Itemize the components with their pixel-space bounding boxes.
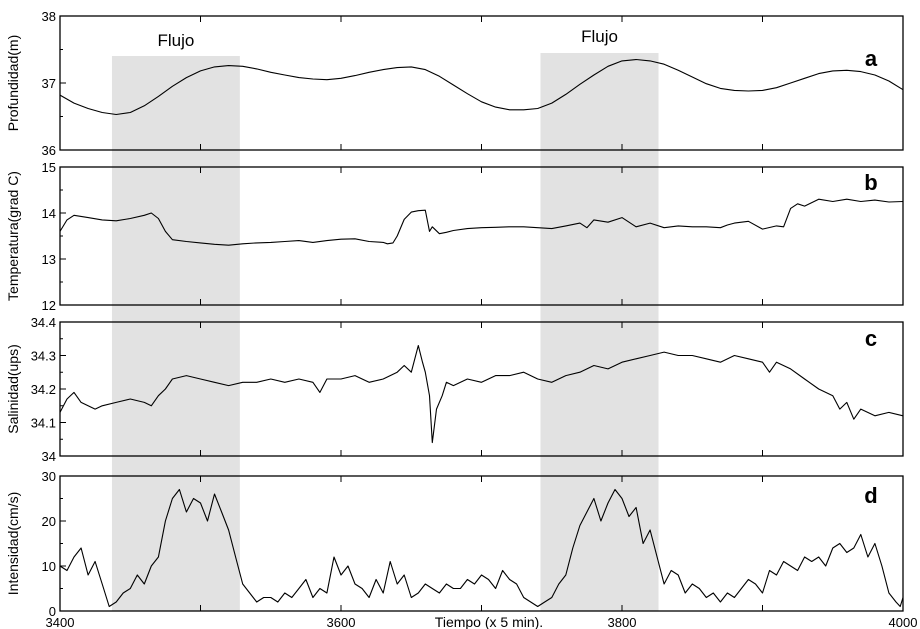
y-tick-label: 0 [49,604,56,619]
y-tick-label: 34.1 [31,416,56,431]
y-tick-label: 12 [42,298,56,313]
series-line [59,488,904,608]
y-axis-title: Profundidad(m) [5,35,21,132]
flujo-band [540,53,659,611]
panel-letter: b [864,170,877,195]
x-tick-label: 3400 [46,615,75,629]
y-tick-label: 34.2 [31,382,56,397]
series-line [59,344,904,444]
panel-d: 0 10 20 30 Intensidad(cm/s) d [5,469,904,619]
flujo-band-label: Flujo [157,31,194,50]
panel-letter: d [864,483,877,508]
x-tick-label: 4000 [889,615,918,629]
x-tick-label: 3800 [608,615,637,629]
panel-c: 34 34.1 34.2 34.3 34.4 Salinidad(ups) c [5,315,904,464]
y-tick-label: 30 [42,469,56,484]
panel-letter: c [865,326,877,351]
y-tick-label: 14 [42,206,56,221]
shaded-bands: Flujo Flujo [111,27,659,611]
y-tick-label: 34.3 [31,349,56,364]
x-axis: 3400 3600 3800 4000 [46,615,918,629]
panel-b: 12 13 14 15 Temperatura(grad C) b [5,160,904,313]
panels: 36 37 38 Profundidad(m) a 12 13 14 15 Temperatura… [5,9,904,619]
y-axis-title: Intensidad(cm/s) [5,492,21,595]
series-line [59,198,904,246]
y-tick-label: 34.4 [31,315,56,330]
y-axis-title: Salinidad(ups) [5,344,21,434]
y-tick-label: 20 [42,514,56,529]
y-tick-label: 36 [42,143,56,158]
y-tick-label: 10 [42,559,56,574]
y-tick-label: 38 [42,9,56,24]
y-tick-label: 15 [42,160,56,175]
x-tick-label: 3600 [327,615,356,629]
flujo-band-label: Flujo [581,27,618,46]
y-tick-label: 37 [42,76,56,91]
y-tick-label: 13 [42,252,56,267]
panel-a: 36 37 38 Profundidad(m) a [5,9,904,158]
flujo-band [111,56,240,611]
series-line [59,58,904,116]
y-axis-title: Temperatura(grad C) [5,171,21,301]
y-tick-label: 34 [42,449,56,464]
x-axis-title: Tiempo (x 5 min). [435,614,543,629]
panel-letter: a [865,46,878,71]
